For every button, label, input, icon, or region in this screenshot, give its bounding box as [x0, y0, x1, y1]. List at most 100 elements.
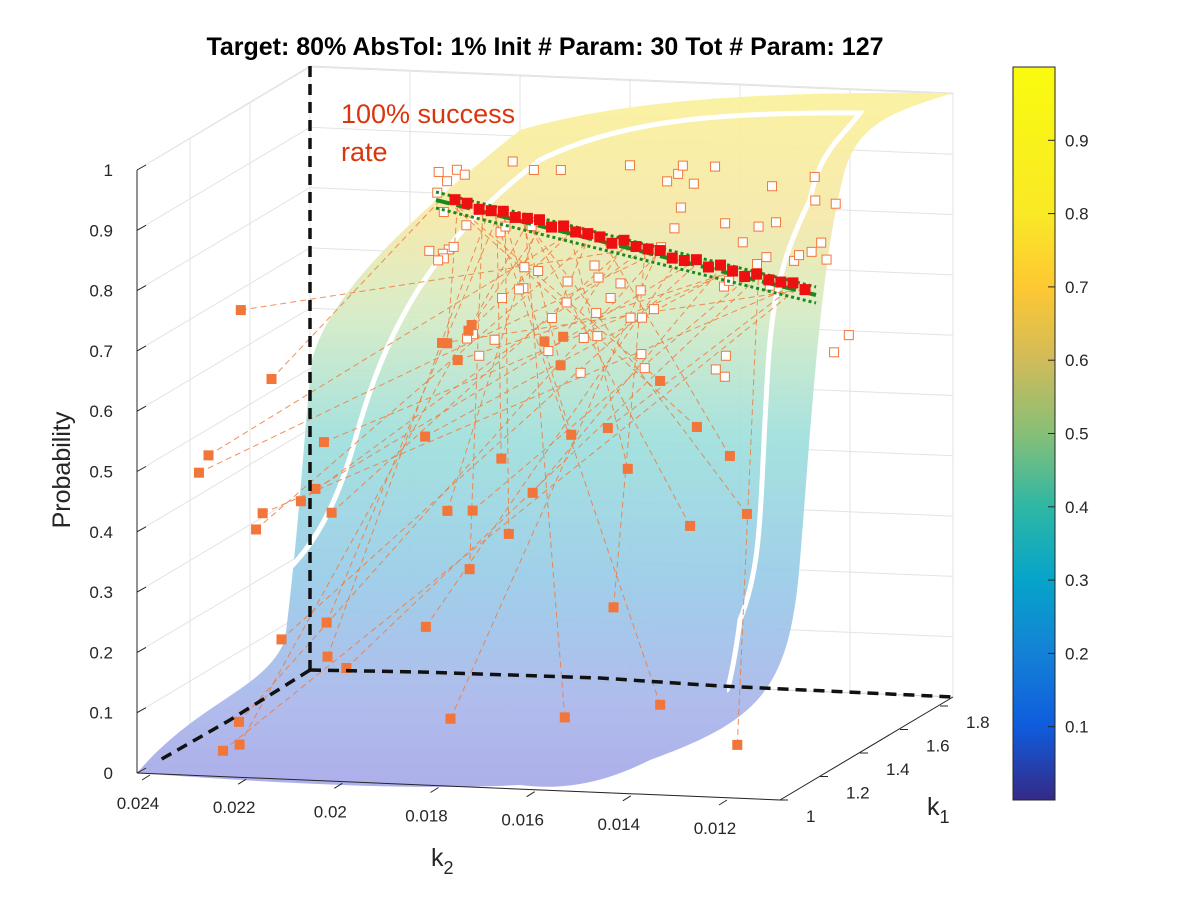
sampled-point — [555, 360, 566, 371]
projected-point — [461, 220, 472, 231]
sampled-point — [251, 524, 262, 535]
colorbar-tick-label: 0.4 — [1065, 498, 1089, 517]
sampled-point — [463, 325, 474, 336]
trajectory-line — [607, 285, 795, 429]
z-tick-label: 0.4 — [89, 523, 113, 542]
accepted-point — [546, 221, 558, 233]
sampled-point — [691, 421, 702, 432]
x-tick-mark — [237, 778, 247, 785]
accepted-point — [594, 231, 606, 243]
colorbar-tick-label: 0.7 — [1065, 278, 1089, 297]
projected-point — [474, 350, 485, 361]
accepted-point — [606, 237, 618, 249]
z-tick-label: 0.9 — [89, 221, 113, 240]
accepted-point — [533, 214, 545, 226]
accepted-point — [678, 255, 690, 267]
z-tick-mark — [136, 345, 147, 352]
projected-point — [615, 278, 626, 289]
sampled-point — [218, 745, 229, 756]
projected-point — [752, 259, 763, 270]
accepted-point — [739, 271, 751, 283]
colorbar-tick-label: 0.6 — [1065, 351, 1089, 370]
projected-point — [829, 347, 840, 358]
sampled-point — [466, 319, 477, 330]
x-tick-label: 0.02 — [314, 802, 347, 821]
sampled-point — [276, 634, 287, 645]
z-tick-mark — [136, 405, 147, 412]
accepted-point — [666, 252, 678, 264]
z-axis-ticks: 0 0.1 0.2 0.3 0.4 0.5 0.6 0.7 0.8 0.9 1 — [89, 161, 147, 783]
trajectory-line — [525, 220, 748, 515]
y-tick-label: 1.8 — [966, 713, 990, 732]
accepted-point — [618, 234, 630, 246]
x-tick-mark — [718, 799, 728, 806]
trajectory-line — [208, 231, 573, 456]
z-tick-mark — [136, 646, 147, 653]
sampled-point — [326, 507, 337, 518]
z-tick-label: 0.5 — [89, 463, 113, 482]
trajectory-line — [502, 215, 572, 435]
x-axis-label-main: k — [431, 844, 444, 872]
probability-surface — [137, 92, 953, 787]
sampled-point — [452, 355, 463, 366]
z-grid-left — [136, 488, 311, 593]
accepted-point — [630, 241, 642, 253]
projected-point — [710, 364, 721, 375]
projected-point — [489, 334, 500, 345]
projected-point — [562, 276, 573, 287]
projected-point — [648, 304, 659, 315]
sampled-point — [655, 375, 666, 386]
sampled-point — [566, 429, 577, 440]
sampled-point — [622, 463, 633, 474]
y-tick-label: 1.2 — [846, 784, 870, 803]
projected-point — [433, 166, 444, 177]
z-tick-label: 0.2 — [89, 643, 113, 662]
projected-point — [442, 176, 453, 187]
accepted-point — [521, 212, 533, 224]
z-grid-back — [309, 66, 954, 95]
projected-point — [546, 313, 557, 324]
accepted-point — [727, 265, 739, 277]
accepted-point — [715, 259, 727, 271]
accepted-point — [702, 261, 714, 273]
z-tick-label: 0.8 — [89, 282, 113, 301]
projected-point — [592, 331, 603, 342]
sampled-point — [724, 450, 735, 461]
sampled-point — [203, 450, 214, 461]
x-axis-label: k2 — [431, 844, 454, 878]
projected-point — [639, 363, 650, 374]
projected-point — [459, 169, 470, 180]
colorbar-tick-label: 0.9 — [1065, 131, 1089, 150]
trajectory-lines — [198, 199, 807, 752]
projected-point — [669, 223, 680, 234]
success-contour — [270, 110, 865, 693]
projected-point — [675, 202, 686, 213]
projected-point — [810, 195, 821, 206]
z-tick-label: 0.3 — [89, 583, 113, 602]
sampled-point — [321, 617, 332, 628]
x-tick-mark — [622, 795, 632, 802]
trajectory-line — [327, 211, 490, 657]
projected-point — [816, 237, 827, 248]
projected-point — [770, 217, 781, 228]
sampled-point — [527, 487, 538, 498]
colorbar-tick-label: 0.8 — [1065, 205, 1089, 224]
accepted-point — [751, 268, 763, 280]
projected-point — [635, 285, 646, 296]
z-tick-mark — [136, 526, 147, 533]
sampled-point — [420, 431, 431, 442]
sampled-point — [559, 712, 570, 723]
x-tick-label: 0.012 — [694, 819, 737, 838]
projected-point — [720, 350, 731, 361]
x-tick-label: 0.024 — [117, 794, 160, 813]
projected-point — [806, 246, 817, 257]
projected-point — [533, 265, 544, 276]
trajectory-line — [453, 202, 661, 382]
trajectory-line — [240, 247, 639, 311]
sampled-point — [741, 508, 752, 519]
z-grid-left — [136, 428, 311, 533]
colorbar-tick-label: 0.2 — [1065, 644, 1089, 663]
projected-point — [519, 262, 530, 273]
x-axis-ticks: 0.024 0.022 0.02 0.018 0.016 0.014 0.012 — [117, 774, 737, 838]
projected-point — [737, 237, 748, 248]
